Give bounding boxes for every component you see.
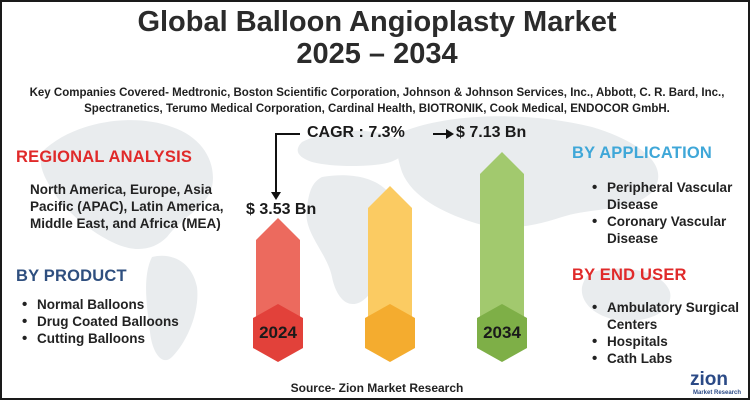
hexagon-2024-icon xyxy=(253,304,303,362)
end-user-list: Ambulatory Surgical Centers Hospitals Ca… xyxy=(590,299,745,367)
key-companies-text: Key Companies Covered- Medtronic, Boston… xyxy=(29,87,725,115)
list-item: Cath Labs xyxy=(590,350,745,367)
application-list: Peripheral Vascular Disease Coronary Vas… xyxy=(590,179,745,247)
start-value-label: $ 3.53 Bn xyxy=(246,201,317,218)
zion-logo: zion Market Research xyxy=(690,369,744,396)
arrow-2034 xyxy=(480,152,524,334)
year-2034-label: 2034 xyxy=(483,323,521,342)
by-product-heading: BY PRODUCT xyxy=(16,267,127,285)
by-application-heading: BY APPLICATION xyxy=(572,144,713,162)
year-2024-label: 2024 xyxy=(259,323,297,342)
list-item: Coronary Vascular Disease xyxy=(590,213,745,247)
cagr-label: CAGR : 7.3% xyxy=(307,124,405,141)
arrow-middle xyxy=(368,186,412,334)
regional-analysis-text: North America, Europe, Asia Pacific (APA… xyxy=(30,182,224,231)
list-item: Cutting Balloons xyxy=(20,330,240,347)
list-item: Peripheral Vascular Disease xyxy=(590,179,745,213)
title-line-2: 2025 – 2034 xyxy=(296,38,458,70)
list-item: Hospitals xyxy=(590,333,745,350)
end-value-label: $ 7.13 Bn xyxy=(456,124,527,141)
source-text: Source- Zion Market Research xyxy=(290,381,464,395)
down-arrowhead-icon xyxy=(271,192,281,200)
by-end-user-heading: BY END USER xyxy=(572,266,687,284)
list-item: Ambulatory Surgical Centers xyxy=(590,299,745,333)
hexagon-2034-icon xyxy=(477,304,527,362)
arrow-2024 xyxy=(256,218,300,334)
logo-name: zion xyxy=(690,369,728,390)
cagr-bracket-line xyxy=(275,133,300,196)
list-item: Normal Balloons xyxy=(20,296,240,313)
regional-analysis-heading: REGIONAL ANALYSIS xyxy=(16,148,193,166)
title-line-1: Global Balloon Angioplasty Market xyxy=(137,6,617,38)
list-item: Drug Coated Balloons xyxy=(20,313,240,330)
right-arrow-icon xyxy=(446,129,454,139)
logo-tagline: Market Research xyxy=(693,390,742,396)
product-list: Normal Balloons Drug Coated Balloons Cut… xyxy=(20,296,240,347)
hexagon-middle-icon xyxy=(365,304,415,362)
